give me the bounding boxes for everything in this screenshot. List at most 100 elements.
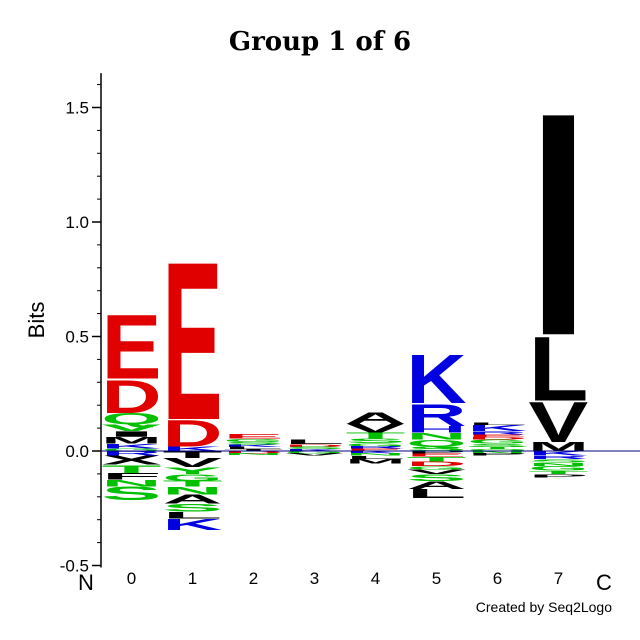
logo-letter-T: T	[163, 449, 223, 460]
y-tick-label: 0.5	[65, 328, 89, 347]
logo-letter-G: G	[407, 465, 467, 470]
logo-letter-P: P	[468, 453, 528, 457]
logo-letter-E: E	[346, 448, 406, 452]
logo-letter-K: K	[468, 424, 529, 433]
logo-letter-T: T	[529, 470, 589, 475]
logo-letter-R: R	[529, 455, 589, 460]
logo-letter-M: M	[346, 458, 406, 465]
logo-letter-T: T	[102, 463, 162, 475]
logo-letter-A: A	[163, 492, 223, 506]
logo-letter-E: E	[224, 433, 284, 440]
y-axis-label: Bits	[24, 302, 49, 339]
chart-title: Group 1 of 6	[229, 27, 411, 57]
logo-letter-S: S	[285, 446, 345, 450]
n-terminus-label: N	[78, 570, 94, 595]
logo-letter-N: N	[529, 462, 589, 467]
logo-letter-D: D	[163, 412, 223, 455]
logo-letter-R: R	[468, 430, 528, 435]
x-axis: 0 1 2 3 4 5 6 7	[127, 569, 563, 588]
logo-letter-G: G	[285, 450, 345, 454]
logo-letter-D: D	[468, 437, 528, 441]
logo-letter-T: T	[468, 446, 528, 450]
x-tick-label: 5	[432, 569, 441, 588]
logo-letter-D: D	[285, 444, 345, 448]
logo-letter-S: S	[163, 502, 223, 515]
logo-letter-H: H	[407, 424, 467, 435]
logo-letter-G: G	[346, 442, 406, 447]
logo-letter-K: K	[163, 445, 223, 452]
x-tick-label: 4	[371, 569, 380, 588]
logo-letter-N: N	[224, 453, 284, 456]
x-tick-label: 3	[310, 569, 319, 588]
logo-letter-S: S	[346, 437, 406, 444]
logo-letter-R: R	[407, 397, 467, 432]
logo-letter-K: K	[163, 516, 223, 534]
logo-letter-P: P	[529, 473, 589, 478]
logo-letter-S: S	[468, 443, 528, 448]
logo-letter-L: L	[285, 438, 345, 445]
y-tick-label: 0.0	[65, 442, 89, 461]
logo-letter-S: S	[224, 441, 284, 445]
logo-letter-L: L	[163, 510, 223, 521]
logo-letter-N: N	[163, 484, 223, 497]
logo-letter-E: E	[163, 215, 223, 467]
logo-letter-I: I	[529, 46, 589, 402]
credit-text: Created by Seq2Logo	[476, 599, 612, 615]
logo-letter-T: T	[163, 479, 223, 488]
logo-letter-G: G	[224, 438, 284, 443]
logo-letter-Y: Y	[163, 465, 223, 476]
logo-letter-V: V	[163, 455, 223, 469]
logo-letter-L: L	[468, 422, 528, 426]
logo-letter-M: M	[102, 435, 162, 446]
logo-letter-D: D	[407, 460, 467, 467]
y-tick-label: 1.0	[65, 213, 89, 232]
logo-letter-T: T	[346, 431, 406, 440]
logo-letter-S: S	[407, 472, 467, 483]
logo-letter-K: K	[224, 444, 284, 448]
logo-letter-L: L	[346, 455, 406, 460]
logo-letter-F: F	[102, 471, 162, 482]
logo-letter-G: G	[468, 438, 528, 444]
y-tick-label: -0.5	[60, 557, 89, 576]
c-terminus-label: C	[596, 570, 612, 595]
logo-letter-D: D	[224, 450, 284, 454]
x-tick-label: 7	[554, 569, 563, 588]
logo-letter-D: D	[102, 371, 162, 424]
logo-letter-S: S	[529, 458, 589, 463]
logo-letter-N: N	[407, 431, 467, 442]
logo-letter-A: A	[346, 409, 406, 427]
logo-letter-R: R	[102, 450, 162, 457]
logo-letter-V: V	[407, 468, 467, 475]
logo-letter-Q: Q	[468, 449, 528, 452]
y-tick-label: 1.5	[65, 99, 89, 118]
logo-letter-A: A	[407, 479, 467, 492]
logo-letter-K: K	[102, 443, 162, 450]
logo-letter-K: K	[285, 449, 345, 452]
logo-letter-S: S	[102, 483, 162, 504]
logo-letter-V: V	[285, 453, 345, 457]
logo-letter-T: T	[224, 449, 284, 452]
logo-letter-P: P	[407, 450, 467, 454]
logo-letter-X: X	[102, 453, 162, 467]
x-tick-label: 2	[249, 569, 258, 588]
logo-letter-V: V	[346, 421, 406, 435]
y-axis: -0.5 0.0 0.5 1.0 1.5	[60, 73, 102, 576]
logo-letter-T: T	[407, 456, 467, 463]
logo-letter-E: E	[407, 452, 467, 457]
x-tick-label: 0	[127, 569, 136, 588]
logo-letter-I: I	[102, 430, 162, 439]
logo-columns: EDQVIMKGRXTFNSEDKTVYGTNASLKEGSKLTDNLDSKG…	[102, 46, 589, 533]
logo-letter-K: K	[529, 450, 589, 457]
logo-letter-Q: Q	[102, 410, 162, 428]
logo-letter-N: N	[468, 450, 528, 454]
logo-letter-G: G	[163, 472, 223, 483]
logo-letter-R: R	[346, 446, 406, 450]
logo-letter-N: N	[102, 478, 162, 489]
logo-letter-M: M	[529, 439, 589, 453]
x-tick-label: 1	[188, 569, 197, 588]
